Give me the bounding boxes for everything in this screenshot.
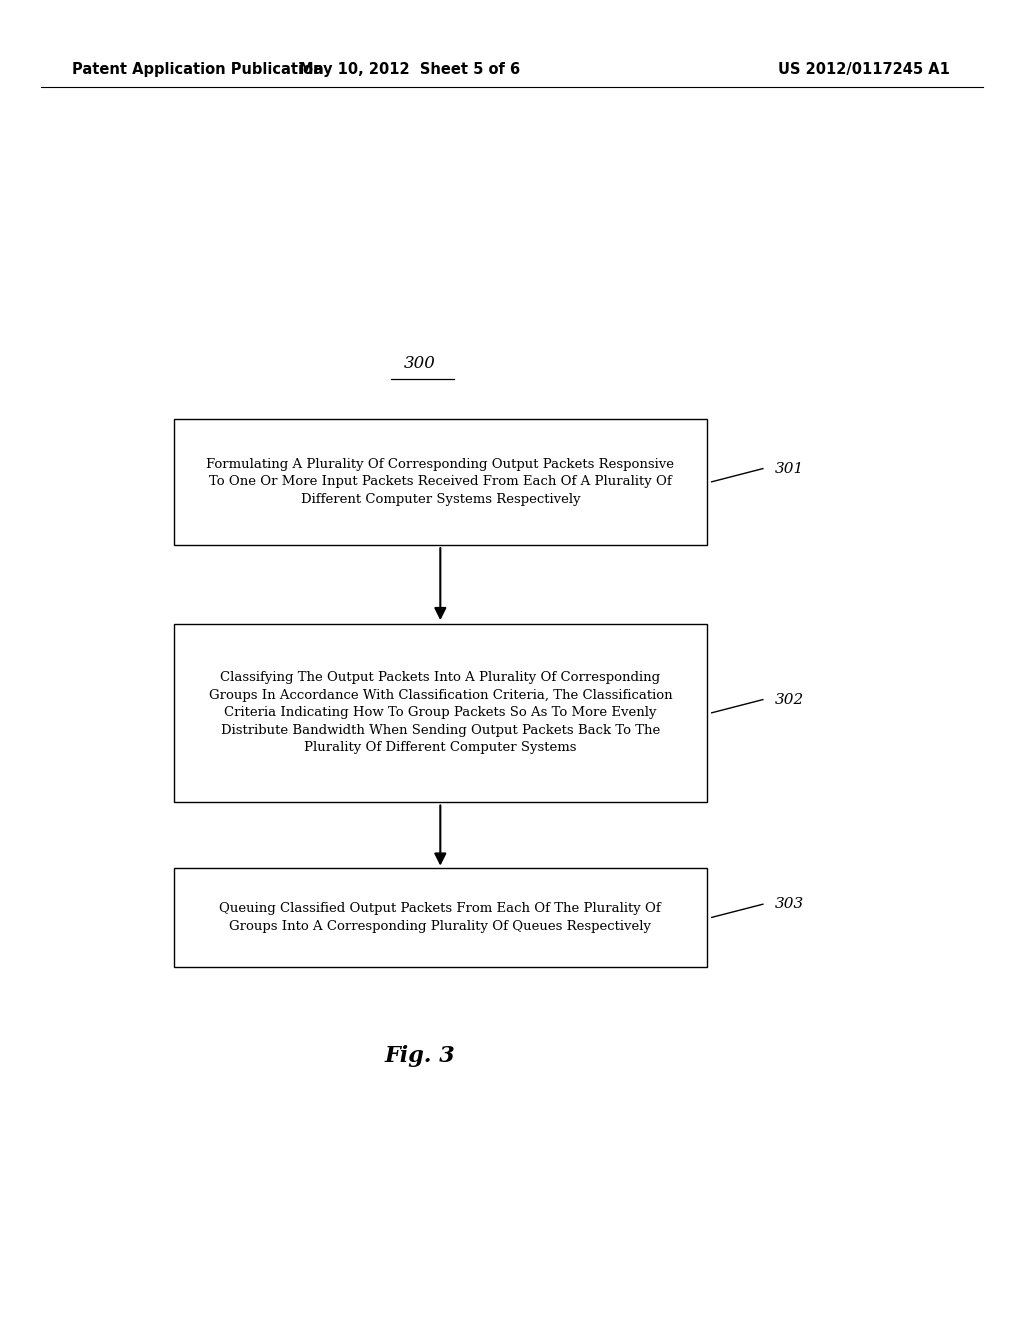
Text: Fig. 3: Fig. 3	[384, 1045, 456, 1067]
Text: 302: 302	[775, 693, 805, 706]
Bar	[174, 869, 707, 966]
Bar	[174, 420, 707, 544]
Bar	[174, 623, 707, 801]
Text: Queuing Classified Output Packets From Each Of The Plurality Of
Groups Into A Co: Queuing Classified Output Packets From E…	[219, 902, 662, 933]
Text: Formulating A Plurality Of Corresponding Output Packets Responsive
To One Or Mor: Formulating A Plurality Of Corresponding…	[206, 458, 675, 506]
Text: 303: 303	[775, 898, 805, 911]
Text: Patent Application Publication: Patent Application Publication	[72, 62, 324, 78]
Text: 300: 300	[403, 355, 436, 371]
Text: 301: 301	[775, 462, 805, 475]
Text: May 10, 2012  Sheet 5 of 6: May 10, 2012 Sheet 5 of 6	[299, 62, 520, 78]
Text: Classifying The Output Packets Into A Plurality Of Corresponding
Groups In Accor: Classifying The Output Packets Into A Pl…	[209, 672, 672, 754]
Text: US 2012/0117245 A1: US 2012/0117245 A1	[778, 62, 950, 78]
